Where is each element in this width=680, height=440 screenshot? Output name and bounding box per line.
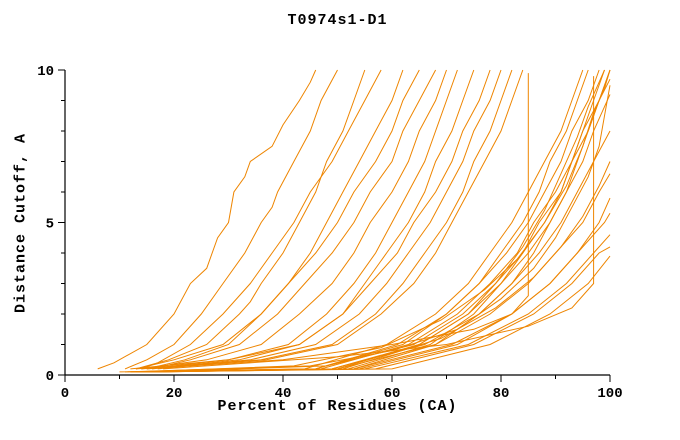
y-tick-label: 10: [37, 64, 54, 80]
series-curve-19: [146, 69, 611, 373]
x-tick-label: 60: [384, 386, 401, 402]
x-tick-label: 0: [61, 386, 69, 402]
series-curve-10: [152, 69, 475, 370]
series-curve-28: [130, 69, 605, 373]
series-curve-09: [146, 69, 458, 370]
series-curve-07: [152, 69, 437, 370]
series-curve-14: [141, 69, 524, 370]
series-curve-35: [152, 69, 605, 373]
x-tick-label: 40: [275, 386, 292, 402]
series-curve-33: [146, 246, 611, 373]
series-curve-32: [135, 69, 611, 373]
x-tick-label: 80: [493, 386, 510, 402]
x-tick-label: 100: [597, 386, 622, 402]
x-axis-label: Percent of Residues (CA): [217, 398, 458, 415]
series-curve-25: [135, 197, 611, 373]
x-tick-label: 20: [166, 386, 183, 402]
plot-title: T0974s1-D1: [287, 12, 388, 29]
y-axis-label: Distance Cutoff, A: [12, 132, 30, 314]
series-curve-18: [141, 69, 600, 373]
series-curve-05: [146, 69, 404, 370]
series-curve-15: [146, 73, 529, 370]
series-curve-06: [135, 69, 420, 370]
y-tick-label: 5: [46, 217, 54, 233]
series-curve-02: [124, 69, 338, 370]
series-curve-21: [141, 173, 611, 373]
series-curve-27: [163, 94, 611, 373]
series-curve-20: [130, 78, 611, 373]
series-curve-29: [141, 69, 611, 373]
series-curve-04: [141, 69, 382, 370]
series-curve-34: [130, 161, 611, 373]
series-curve-12: [157, 69, 502, 370]
series-curve-03: [135, 69, 366, 370]
y-tick-label: 0: [46, 369, 54, 385]
series-curve-30: [119, 69, 589, 373]
series-curve-08: [141, 69, 447, 370]
series-curve-01: [97, 69, 317, 370]
series-curve-17: [135, 69, 584, 373]
series-curve-13: [135, 69, 513, 370]
series-curve-11: [130, 69, 491, 370]
